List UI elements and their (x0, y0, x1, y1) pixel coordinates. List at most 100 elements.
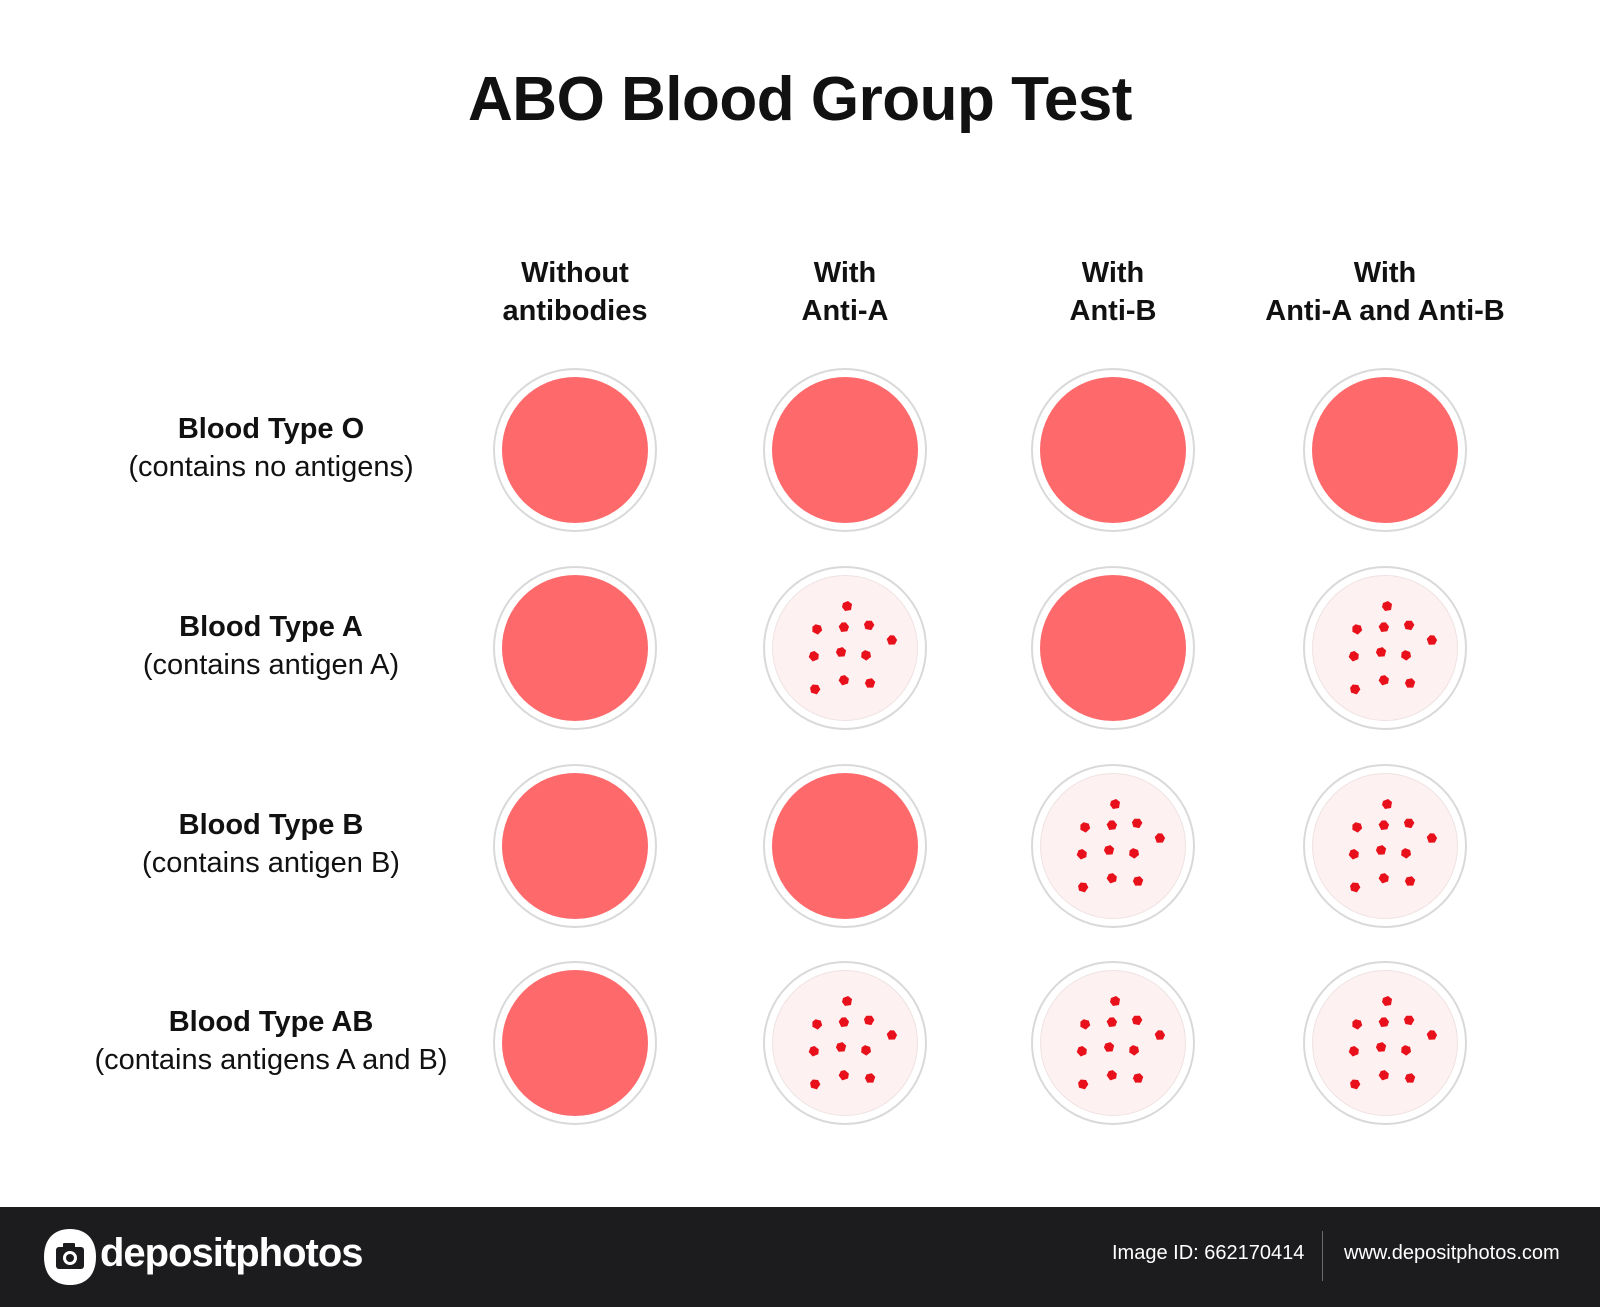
clump-mark (835, 647, 847, 657)
clump-mark (1378, 622, 1390, 632)
footer-divider (1322, 1231, 1323, 1281)
clump-mark (1403, 1015, 1415, 1026)
clump-mark (1132, 876, 1144, 886)
test-dish (1031, 368, 1195, 532)
clump-mark (842, 996, 852, 1006)
clump-mark (1348, 849, 1359, 860)
clump-mark (835, 1042, 847, 1052)
clump-mark (1350, 882, 1361, 893)
clump-mark (886, 1030, 898, 1040)
column-header-line1: Without (521, 257, 629, 289)
clump-mark (863, 620, 875, 631)
clump-mark (1103, 845, 1115, 855)
clump-mark (1352, 624, 1363, 635)
clump-mark (1404, 1073, 1416, 1083)
test-dish (493, 368, 657, 532)
clump-mark (1131, 818, 1143, 829)
clump-mark (838, 675, 849, 686)
clump-mark (1078, 1079, 1089, 1090)
clump-mark (1382, 799, 1392, 809)
clump-mark (1378, 1017, 1390, 1027)
row-label-name: Blood Type A (179, 611, 363, 643)
clump-mark (1076, 849, 1087, 860)
blood-sample (502, 970, 648, 1116)
clump-mark (1426, 833, 1438, 843)
blood-sample (1040, 377, 1186, 523)
column-header-line2: antibodies (502, 295, 648, 327)
test-dish (493, 764, 657, 928)
clump-mark (1350, 1079, 1361, 1090)
agglutinated-sample (772, 575, 918, 721)
clump-layer (1076, 996, 1166, 1090)
agglutinated-sample (1040, 970, 1186, 1116)
website-url: www.depositphotos.com (1344, 1242, 1560, 1264)
clump-mark (1378, 820, 1390, 830)
clump-mark (1110, 799, 1120, 809)
clump-mark (1080, 822, 1091, 833)
clump-mark (861, 1045, 872, 1056)
agglutinated-sample (1312, 970, 1458, 1116)
row-label-type-b: Blood Type B (contains antigen B) (51, 806, 491, 882)
clump-mark (1382, 601, 1392, 611)
clump-layer (808, 601, 898, 695)
clump-mark (1426, 1030, 1438, 1040)
clump-mark (808, 651, 819, 662)
column-header-anti-a-and-anti-b: With Anti-A and Anti-B (1235, 254, 1535, 330)
clump-layer (1348, 601, 1438, 695)
test-dish (763, 566, 927, 730)
test-dish (763, 368, 927, 532)
blood-sample (502, 773, 648, 919)
row-label-type-ab: Blood Type AB (contains antigens A and B… (51, 1003, 491, 1079)
clump-mark (1401, 848, 1412, 859)
clump-mark (1375, 647, 1387, 657)
test-dish (1303, 566, 1467, 730)
camera-icon (44, 1229, 96, 1285)
row-label-name: Blood Type O (177, 413, 365, 445)
clump-mark (1106, 1017, 1118, 1027)
clump-mark (1103, 1042, 1115, 1052)
clump-mark (1350, 684, 1361, 695)
clump-mark (1129, 1045, 1140, 1056)
blood-sample (772, 377, 918, 523)
clump-mark (838, 622, 850, 632)
clump-mark (1404, 876, 1416, 886)
clump-mark (1403, 818, 1415, 829)
clump-mark (1129, 848, 1140, 859)
row-label-name: Blood Type AB (168, 1006, 374, 1038)
image-id-text: Image ID: 662170414 (1112, 1242, 1305, 1264)
clump-mark (1401, 650, 1412, 661)
agglutinated-sample (772, 970, 918, 1116)
footer-bar: depositphotos Image ID: 662170414 www.de… (0, 1207, 1600, 1307)
brand-logo-text: depositphotos (100, 1231, 364, 1275)
clump-mark (1106, 820, 1118, 830)
test-dish (1031, 961, 1195, 1125)
test-dish (493, 566, 657, 730)
clump-mark (1378, 675, 1389, 686)
clump-mark (1132, 1073, 1144, 1083)
clump-mark (1078, 882, 1089, 893)
test-dish (763, 961, 927, 1125)
clump-mark (864, 1073, 876, 1083)
clump-mark (838, 1017, 850, 1027)
clump-mark (1348, 651, 1359, 662)
clump-mark (1110, 996, 1120, 1006)
blood-sample (502, 377, 648, 523)
clump-mark (1076, 1046, 1087, 1057)
clump-mark (808, 1046, 819, 1057)
row-label-type-a: Blood Type A (contains antigen A) (51, 608, 491, 684)
clump-mark (1352, 822, 1363, 833)
column-header-line2: Anti-A and Anti-B (1265, 295, 1505, 327)
clump-mark (1378, 1070, 1389, 1081)
clump-mark (886, 635, 898, 645)
clump-mark (842, 601, 852, 611)
row-label-name: Blood Type B (178, 809, 364, 841)
clump-mark (861, 650, 872, 661)
clump-mark (1375, 845, 1387, 855)
blood-sample (772, 773, 918, 919)
clump-mark (812, 624, 823, 635)
clump-mark (810, 684, 821, 695)
clump-mark (1106, 873, 1117, 884)
clump-mark (1378, 873, 1389, 884)
clump-mark (838, 1070, 849, 1081)
clump-mark (1401, 1045, 1412, 1056)
